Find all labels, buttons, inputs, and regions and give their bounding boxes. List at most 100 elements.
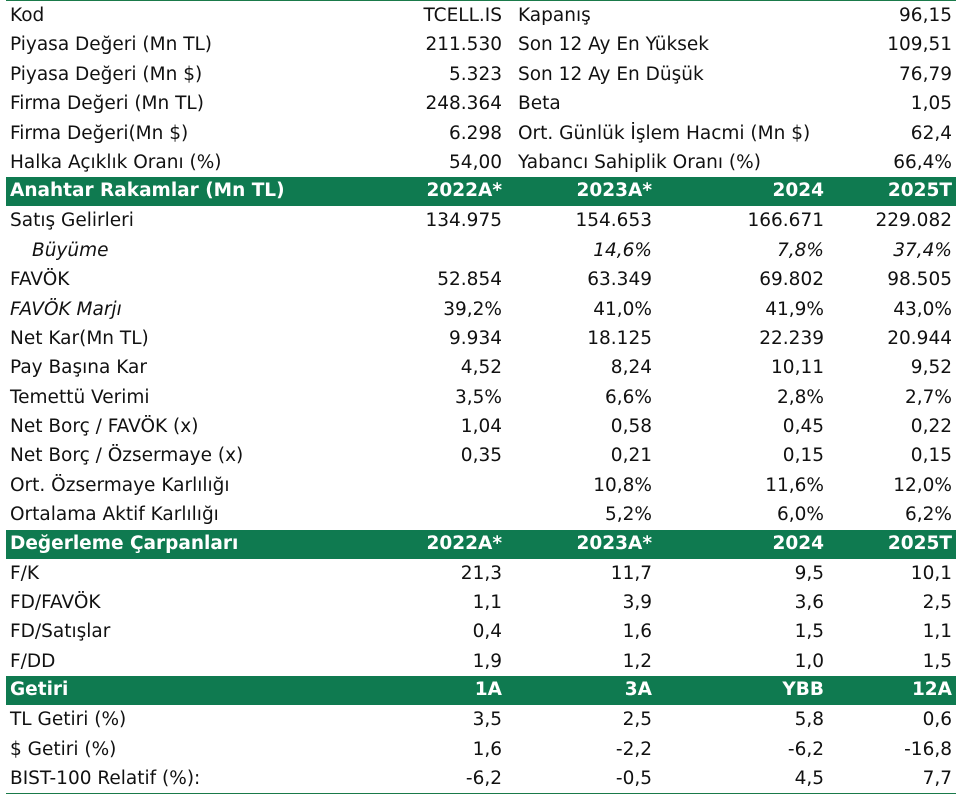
cell: 0,4 [472, 621, 502, 643]
summary-row: Firma Değeri (Mn TL) 248.364 Beta 1,05 [6, 89, 956, 118]
cell: 0,45 [782, 416, 824, 438]
cell: 0,15 [782, 445, 824, 467]
table-row: Ortalama Aktif Karlılığı 5,2% 6,0% 6,2% [6, 500, 956, 529]
cell: 7,8% [777, 239, 824, 261]
cell: 1,2 [622, 650, 652, 672]
cell: -6,2 [787, 738, 824, 760]
cell: 1,04 [460, 416, 502, 438]
summary-value-2: 76,79 [899, 63, 952, 85]
cell: 134.975 [425, 210, 502, 232]
cell: 5,8 [794, 709, 824, 731]
row-label: Net Kar(Mn TL) [10, 327, 149, 349]
cell: 3,5% [455, 386, 502, 408]
table-row: FAVÖK Marjı 39,2% 41,0% 41,9% 43,0% [6, 295, 956, 324]
summary-label-2: Yabancı Sahiplik Oranı (%) [518, 151, 761, 173]
row-label: F/K [10, 562, 40, 584]
summary-value: 6.298 [449, 122, 502, 144]
row-label: Temettü Verimi [10, 386, 150, 408]
cell: 9.934 [449, 327, 502, 349]
cell: 12,0% [893, 474, 952, 496]
summary-label: Firma Değeri(Mn $) [10, 122, 189, 144]
cell: 9,52 [910, 357, 952, 379]
cell: 3,6 [794, 592, 824, 614]
cell: 5,2% [605, 504, 652, 526]
row-label: F/DD [10, 650, 56, 672]
cell: 3,9 [622, 592, 652, 614]
column-header: 2024 [772, 180, 825, 202]
stock-summary-table: Kod TCELL.IS Kapanış 96,15 Piyasa Değeri… [6, 0, 956, 795]
valuation-header: Değerleme Çarpanları 2022A* 2023A* 2024 … [6, 529, 956, 559]
cell: 18.125 [587, 327, 652, 349]
row-label: FAVÖK [10, 269, 70, 291]
cell: 7,7 [922, 767, 952, 789]
section-title: Getiri [10, 679, 69, 701]
cell: 2,7% [905, 386, 952, 408]
table-row: Net Borç / Özsermaye (x) 0,35 0,21 0,15 … [6, 441, 956, 470]
cell: 6,6% [605, 386, 652, 408]
row-label: BIST-100 Relatif (%): [10, 767, 201, 789]
cell: 0,58 [610, 416, 652, 438]
row-label: FAVÖK Marjı [10, 298, 122, 320]
table-row: FD/FAVÖK 1,1 3,9 3,6 2,5 [6, 588, 956, 617]
cell: 10,1 [910, 562, 952, 584]
cell: 1,1 [922, 621, 952, 643]
cell: 9,5 [794, 562, 824, 584]
table-row: Büyüme 14,6% 7,8% 37,4% [6, 236, 956, 265]
summary-value: TCELL.IS [423, 5, 502, 26]
cell: 10,8% [593, 474, 652, 496]
summary-label-2: Kapanış [518, 5, 591, 26]
table-row: Net Borç / FAVÖK (x) 1,04 0,58 0,45 0,22 [6, 412, 956, 441]
table-row: Pay Başına Kar 4,52 8,24 10,11 9,52 [6, 353, 956, 382]
section-title: Değerleme Çarpanları [10, 532, 239, 554]
row-label: Ortalama Aktif Karlılığı [10, 504, 219, 526]
table-row: Ort. Özsermaye Karlılığı 10,8% 11,6% 12,… [6, 471, 956, 500]
cell: 10,11 [771, 357, 824, 379]
cell: 6,0% [777, 504, 824, 526]
cell: 0,15 [910, 445, 952, 467]
cell: 43,0% [893, 298, 952, 320]
cell: 41,0% [593, 298, 652, 320]
table-row: Temettü Verimi 3,5% 6,6% 2,8% 2,7% [6, 383, 956, 412]
row-label: Satış Gelirleri [10, 210, 134, 232]
column-header: 2023A* [576, 180, 652, 202]
row-label: Net Borç / FAVÖK (x) [10, 416, 199, 438]
summary-label-2: Ort. Günlük İşlem Hacmi (Mn $) [518, 122, 811, 144]
cell: 11,6% [765, 474, 824, 496]
cell: 14,6% [593, 239, 652, 261]
summary-label-2: Son 12 Ay En Düşük [518, 63, 704, 85]
column-header: 1A [474, 679, 502, 701]
table-row: BIST-100 Relatif (%): -6,2 -0,5 4,5 7,7 [6, 764, 956, 795]
summary-value-2: 96,15 [899, 5, 952, 26]
column-header: 2022A* [426, 532, 502, 554]
table-row: F/K 21,3 11,7 9,5 10,1 [6, 559, 956, 588]
column-header: 12A [911, 679, 952, 701]
column-header: 2025T [887, 180, 952, 202]
table-row: FAVÖK 52.854 63.349 69.802 98.505 [6, 265, 956, 294]
row-label: TL Getiri (%) [10, 709, 127, 731]
summary-label: Halka Açıklık Oranı (%) [10, 151, 222, 173]
summary-value: 5.323 [449, 63, 502, 85]
column-header: 3A [624, 679, 652, 701]
table-row: FD/Satışlar 0,4 1,6 1,5 1,1 [6, 617, 956, 646]
summary-row: Piyasa Değeri (Mn TL) 211.530 Son 12 Ay … [6, 30, 956, 59]
cell: 166.671 [747, 210, 824, 232]
cell: 1,9 [472, 650, 502, 672]
cell: -0,5 [615, 767, 652, 789]
section-title: Anahtar Rakamlar (Mn TL) [10, 180, 285, 202]
row-label: Pay Başına Kar [10, 357, 147, 379]
cell: 98.505 [887, 269, 952, 291]
summary-value-2: 62,4 [910, 122, 952, 144]
summary-value: 248.364 [425, 93, 502, 115]
summary-row: Kod TCELL.IS Kapanış 96,15 [6, 0, 956, 30]
cell: 11,7 [610, 562, 652, 584]
cell: 229.082 [875, 210, 952, 232]
summary-row: Piyasa Değeri (Mn $) 5.323 Son 12 Ay En … [6, 60, 956, 89]
summary-value: 54,00 [449, 151, 502, 173]
cell: 1,5 [794, 621, 824, 643]
row-label: $ Getiri (%) [10, 738, 117, 760]
table-row: Net Kar(Mn TL) 9.934 18.125 22.239 20.94… [6, 324, 956, 353]
table-row: $ Getiri (%) 1,6 -2,2 -6,2 -16,8 [6, 735, 956, 764]
column-header: 2024 [772, 532, 825, 554]
summary-label-2: Beta [518, 93, 561, 115]
summary-label: Kod [10, 5, 45, 26]
